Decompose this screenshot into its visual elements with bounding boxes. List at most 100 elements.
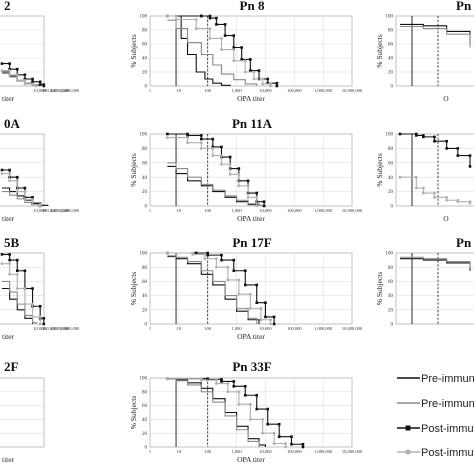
data-point-square bbox=[23, 269, 27, 273]
data-point-circle bbox=[15, 73, 19, 77]
x-axis-label: titer bbox=[2, 94, 15, 103]
y-tick-label: 40 bbox=[142, 294, 148, 299]
y-tick-label: 40 bbox=[142, 57, 148, 62]
data-point-square bbox=[208, 14, 212, 18]
data-point-square bbox=[433, 139, 436, 143]
data-point-circle bbox=[38, 322, 42, 326]
x-tick-label: 100,000 bbox=[287, 88, 302, 94]
data-point-circle bbox=[248, 402, 252, 406]
data-point-square bbox=[31, 77, 34, 81]
data-point-circle bbox=[211, 147, 215, 150]
panel-title: Pn 8 bbox=[240, 0, 265, 13]
data-point-circle bbox=[269, 322, 272, 326]
data-point-square bbox=[264, 315, 267, 319]
data-point-square bbox=[422, 134, 425, 137]
panel-title: Pn bbox=[456, 235, 472, 250]
data-point-square bbox=[220, 378, 223, 381]
data-point-circle bbox=[226, 278, 230, 282]
data-point-square bbox=[249, 69, 252, 72]
data-point-square bbox=[237, 167, 241, 170]
data-point-circle bbox=[269, 84, 272, 88]
x-tick-label: 100,000 bbox=[287, 449, 302, 455]
y-tick-label: 60 bbox=[142, 43, 148, 48]
data-point-circle bbox=[272, 442, 276, 445]
series-line bbox=[167, 15, 231, 86]
series-line bbox=[400, 25, 471, 48]
data-point-square bbox=[200, 137, 203, 141]
data-point-square bbox=[15, 258, 19, 262]
data-point-circle bbox=[237, 390, 241, 394]
data-point-circle bbox=[0, 262, 4, 266]
x-tick-label: 10,000,000 bbox=[342, 88, 363, 94]
data-point-square bbox=[232, 258, 236, 262]
data-point-circle bbox=[248, 418, 252, 421]
x-axis-label: O bbox=[443, 214, 449, 223]
x-axis-label: titer bbox=[2, 455, 15, 464]
data-point-square bbox=[243, 283, 247, 287]
data-point-circle bbox=[259, 306, 263, 310]
data-point-square bbox=[23, 186, 27, 190]
data-point-square bbox=[166, 132, 169, 136]
x-tick-label: 10 bbox=[177, 449, 182, 454]
y-tick-label: 40 bbox=[388, 294, 394, 299]
y-tick-label: 80 bbox=[142, 390, 148, 395]
y-axis-label: % Subjects bbox=[129, 272, 138, 306]
data-point-circle bbox=[237, 292, 241, 296]
data-point-square bbox=[232, 384, 236, 388]
y-tick-label: 40 bbox=[142, 418, 148, 423]
data-point-circle bbox=[237, 172, 241, 176]
x-tick-label: 1,000 bbox=[232, 449, 243, 455]
x-axis-label: titer bbox=[2, 214, 15, 223]
data-point-circle bbox=[284, 442, 287, 445]
panel-right-cropped: 0 20 40 60 80 100 % Subjects O bbox=[375, 133, 474, 223]
panel-right-cropped: Pn 0 20 40 60 80 100 % Subjects bbox=[375, 235, 474, 328]
data-point-square bbox=[272, 322, 276, 326]
data-point-circle bbox=[208, 37, 212, 40]
legend-label: Post-immu bbox=[421, 423, 474, 435]
y-tick-label: 100 bbox=[140, 252, 148, 257]
data-point-square bbox=[215, 16, 218, 20]
data-point-circle bbox=[15, 179, 19, 183]
data-point-circle bbox=[8, 272, 12, 276]
data-point-circle bbox=[199, 141, 203, 145]
data-point-circle bbox=[194, 18, 198, 21]
data-point-square bbox=[215, 23, 218, 26]
x-tick-label: 10,000 bbox=[259, 326, 272, 332]
data-point-square bbox=[266, 422, 270, 426]
y-tick-label: 60 bbox=[388, 280, 394, 285]
y-axis-label: % Subjects bbox=[129, 153, 138, 187]
data-point-square bbox=[38, 80, 42, 84]
x-tick-label: 10,000,000 bbox=[342, 326, 363, 332]
data-point-square bbox=[456, 147, 460, 150]
y-tick-label: 0 bbox=[145, 205, 148, 210]
data-point-square bbox=[186, 132, 189, 136]
data-point-square bbox=[468, 154, 472, 157]
panel-title: 5B bbox=[4, 235, 20, 250]
y-tick-label: 0 bbox=[391, 85, 394, 90]
x-axis-label: OPA titer bbox=[237, 332, 265, 341]
data-point-circle bbox=[23, 82, 27, 86]
data-point-circle bbox=[421, 191, 425, 195]
x-tick-label: 1,000 bbox=[232, 208, 243, 214]
x-tick-label: 1,000 bbox=[232, 326, 243, 332]
plot-frame bbox=[149, 377, 353, 448]
data-point-circle bbox=[199, 378, 203, 382]
x-tick-label: 1,000,000 bbox=[50, 208, 69, 214]
data-point-circle bbox=[237, 278, 241, 282]
plot-frame bbox=[149, 133, 353, 207]
x-tick-label: 10,000 bbox=[259, 449, 272, 455]
data-point-square bbox=[8, 168, 11, 172]
data-point-square bbox=[456, 154, 460, 157]
panel-pn-33f: Pn 33F 0 20 40 60 80 100 1 10 100 1,000 10,000 100,0… bbox=[129, 359, 363, 464]
x-axis-label: O bbox=[443, 94, 449, 103]
data-point-circle bbox=[194, 27, 198, 30]
data-point-square bbox=[255, 301, 259, 304]
x-tick-label: 10,000 bbox=[33, 326, 46, 332]
data-point-square bbox=[42, 83, 46, 86]
data-point-square bbox=[243, 384, 247, 388]
data-point-square bbox=[262, 200, 266, 203]
x-tick-label: 10,000,000 bbox=[342, 449, 363, 455]
data-point-square bbox=[220, 145, 223, 149]
data-point-circle bbox=[165, 14, 169, 18]
y-tick-label: 20 bbox=[388, 190, 394, 195]
